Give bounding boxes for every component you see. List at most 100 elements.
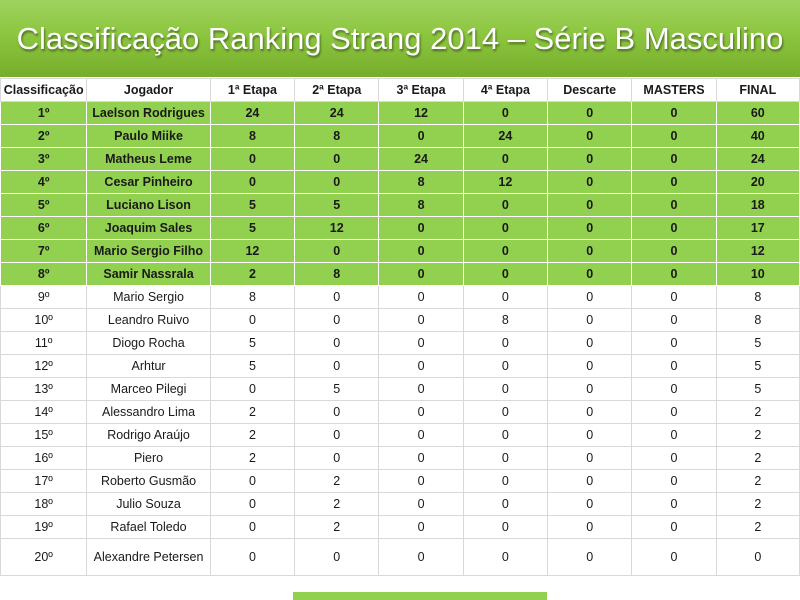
- table-row: 14º Alessandro Lima 2 0 0 0 0 0 2: [0, 400, 800, 424]
- table-row: 6º Joaquim Sales 5 12 0 0 0 0 17: [0, 216, 800, 240]
- etapa-4-cell: 0: [462, 193, 549, 217]
- etapa-3-cell: 0: [378, 400, 464, 424]
- descarte-cell: 0: [547, 170, 633, 194]
- descarte-cell: 0: [547, 377, 633, 401]
- table-row: 7º Mario Sergio Filho 12 0 0 0 0 0 12: [0, 239, 800, 263]
- descarte-cell: 0: [547, 285, 633, 309]
- etapa-2-cell: 12: [294, 216, 380, 240]
- title-bar: Classificação Ranking Strang 2014 – Séri…: [0, 0, 800, 77]
- etapa-4-cell: 0: [462, 538, 549, 576]
- descarte-cell: 0: [547, 331, 633, 355]
- etapa-2-cell: 0: [294, 400, 380, 424]
- table-row: 8º Samir Nassrala 2 8 0 0 0 0 10: [0, 262, 800, 286]
- descarte-cell: 0: [547, 354, 633, 378]
- final-score-cell: 5: [715, 377, 800, 401]
- table-row: 9º Mario Sergio 8 0 0 0 0 0 8: [0, 285, 800, 309]
- etapa-2-cell: 0: [294, 423, 380, 447]
- position-cell: 8º: [0, 262, 88, 286]
- etapa-3-cell: 0: [378, 239, 464, 263]
- etapa-2-cell: 8: [294, 124, 380, 148]
- etapa-4-cell: 0: [462, 515, 549, 539]
- etapa-3-cell: 0: [378, 308, 464, 332]
- descarte-cell: 0: [547, 101, 633, 125]
- etapa-2-cell: 0: [294, 308, 380, 332]
- table-row: 10º Leandro Ruivo 0 0 0 8 0 0 8: [0, 308, 800, 332]
- masters-cell: 0: [631, 308, 717, 332]
- player-name-cell: Alessandro Lima: [86, 400, 211, 424]
- etapa-3-cell: 0: [378, 377, 464, 401]
- final-score-cell: 2: [715, 492, 800, 516]
- header-etapa-4: 4ª Etapa: [462, 78, 549, 102]
- etapa-1-cell: 2: [209, 262, 296, 286]
- masters-cell: 0: [631, 285, 717, 309]
- masters-cell: 0: [631, 124, 717, 148]
- player-name-cell: Alexandre Petersen: [86, 538, 211, 576]
- position-cell: 19º: [0, 515, 88, 539]
- etapa-3-cell: 0: [378, 216, 464, 240]
- etapa-4-cell: 24: [462, 124, 549, 148]
- etapa-1-cell: 0: [209, 469, 296, 493]
- position-cell: 16º: [0, 446, 88, 470]
- etapa-1-cell: 5: [209, 354, 296, 378]
- etapa-2-cell: 5: [294, 377, 380, 401]
- masters-cell: 0: [631, 147, 717, 171]
- etapa-1-cell: 8: [209, 285, 296, 309]
- etapa-4-cell: 0: [462, 377, 549, 401]
- etapa-2-cell: 0: [294, 538, 380, 576]
- table-row: 20º Alexandre Petersen 0 0 0 0 0 0 0: [0, 538, 800, 576]
- masters-cell: 0: [631, 101, 717, 125]
- table-row: 18º Julio Souza 0 2 0 0 0 0 2: [0, 492, 800, 516]
- etapa-1-cell: 5: [209, 193, 296, 217]
- final-score-cell: 2: [715, 446, 800, 470]
- etapa-1-cell: 0: [209, 147, 296, 171]
- etapa-1-cell: 5: [209, 331, 296, 355]
- masters-cell: 0: [631, 377, 717, 401]
- masters-cell: 0: [631, 446, 717, 470]
- position-cell: 14º: [0, 400, 88, 424]
- final-score-cell: 2: [715, 469, 800, 493]
- player-name-cell: Mario Sergio Filho: [86, 239, 211, 263]
- descarte-cell: 0: [547, 147, 633, 171]
- etapa-2-cell: 0: [294, 239, 380, 263]
- etapa-4-cell: 0: [462, 239, 549, 263]
- ranking-body: 1º Laelson Rodrigues 24 24 12 0 0 0 60 2º Paulo Mi…: [0, 101, 800, 576]
- header-final: FINAL: [715, 78, 800, 102]
- masters-cell: 0: [631, 515, 717, 539]
- descarte-cell: 0: [547, 515, 633, 539]
- etapa-2-cell: 0: [294, 147, 380, 171]
- etapa-3-cell: 0: [378, 285, 464, 309]
- etapa-3-cell: 8: [378, 170, 464, 194]
- player-name-cell: Julio Souza: [86, 492, 211, 516]
- header-etapa-1: 1ª Etapa: [209, 78, 296, 102]
- masters-cell: 0: [631, 492, 717, 516]
- descarte-cell: 0: [547, 239, 633, 263]
- final-score-cell: 18: [715, 193, 800, 217]
- etapa-4-cell: 0: [462, 469, 549, 493]
- table-row: 3º Matheus Leme 0 0 24 0 0 0 24: [0, 147, 800, 171]
- masters-cell: 0: [631, 538, 717, 576]
- etapa-3-cell: 0: [378, 262, 464, 286]
- etapa-4-cell: 0: [462, 285, 549, 309]
- header-jogador: Jogador: [86, 78, 211, 102]
- etapa-2-cell: 0: [294, 331, 380, 355]
- position-cell: 5º: [0, 193, 88, 217]
- etapa-3-cell: 0: [378, 446, 464, 470]
- final-score-cell: 2: [715, 515, 800, 539]
- masters-cell: 0: [631, 262, 717, 286]
- player-name-cell: Leandro Ruivo: [86, 308, 211, 332]
- player-name-cell: Samir Nassrala: [86, 262, 211, 286]
- final-score-cell: 12: [715, 239, 800, 263]
- etapa-2-cell: 2: [294, 515, 380, 539]
- player-name-cell: Laelson Rodrigues: [86, 101, 211, 125]
- etapa-1-cell: 2: [209, 423, 296, 447]
- position-cell: 12º: [0, 354, 88, 378]
- final-score-cell: 0: [715, 538, 800, 576]
- descarte-cell: 0: [547, 538, 633, 576]
- table-row: 4º Cesar Pinheiro 0 0 8 12 0 0 20: [0, 170, 800, 194]
- table-row: 11º Diogo Rocha 5 0 0 0 0 0 5: [0, 331, 800, 355]
- final-score-cell: 17: [715, 216, 800, 240]
- etapa-1-cell: 0: [209, 515, 296, 539]
- position-cell: 11º: [0, 331, 88, 355]
- masters-cell: 0: [631, 469, 717, 493]
